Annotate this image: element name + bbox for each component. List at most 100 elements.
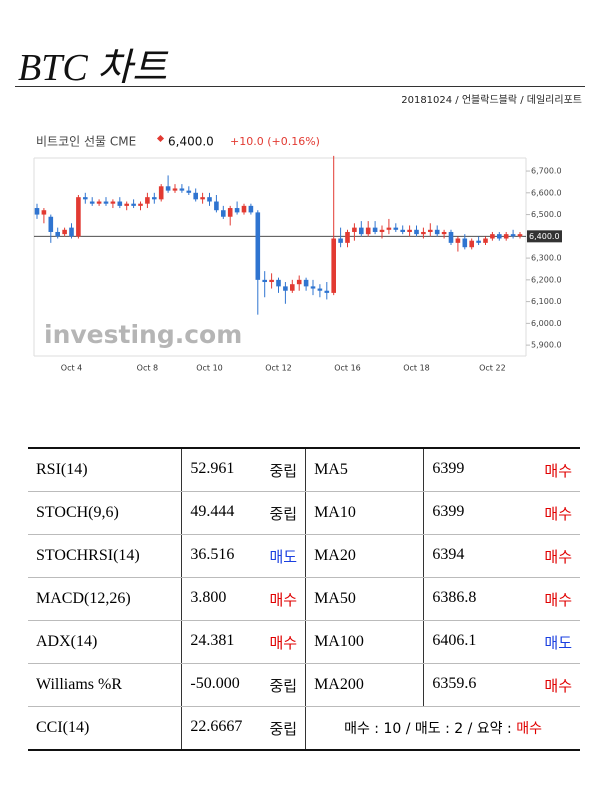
candle-body bbox=[152, 197, 157, 200]
title-rule bbox=[15, 86, 585, 87]
summary: 매수 : 10 / 매도 : 2 / 요약 : 매수 bbox=[305, 706, 580, 751]
signal: 중립 bbox=[269, 461, 298, 480]
indicator-name: ADX(14) bbox=[28, 620, 182, 664]
candle-body bbox=[124, 203, 129, 206]
candle-body bbox=[441, 231, 447, 235]
ma-name: MA100 bbox=[305, 620, 424, 664]
chart-title: 비트코인 선물 CME bbox=[36, 135, 136, 149]
value: 52.961 bbox=[190, 459, 235, 477]
ma-name: MA20 bbox=[305, 534, 424, 578]
candle-body bbox=[331, 238, 336, 293]
indicator-table: RSI(14) 중립 52.961 MA5 매수 6399 STOCH(9,6) 중립 49.4… bbox=[28, 447, 580, 751]
candle-body bbox=[158, 186, 164, 200]
value: 6386.8 bbox=[432, 588, 477, 606]
signal: 매도 bbox=[544, 633, 572, 652]
indicator-name: RSI(14) bbox=[28, 447, 182, 492]
candle-body bbox=[55, 231, 60, 237]
signal: 매수 bbox=[544, 676, 572, 695]
candle-body bbox=[283, 286, 288, 291]
ma-name: MA10 bbox=[305, 491, 424, 535]
candle-body bbox=[221, 210, 226, 217]
value: -50.000 bbox=[190, 674, 240, 692]
value: 6406.1 bbox=[432, 631, 477, 649]
candle-body bbox=[303, 279, 309, 287]
candle-body bbox=[345, 231, 350, 243]
candle-body bbox=[338, 238, 343, 243]
table-row: MACD(12,26) 매수 3.800 MA50 매수 6386.8 bbox=[28, 577, 580, 621]
candle-body bbox=[276, 279, 281, 287]
signal: 중립 bbox=[269, 676, 298, 695]
indicator-name: CCI(14) bbox=[28, 706, 182, 751]
candle-body bbox=[352, 227, 357, 232]
candle-body bbox=[372, 227, 378, 232]
candle-body bbox=[207, 197, 212, 202]
doc-title: BTC 차트 bbox=[18, 47, 168, 89]
ma-value: 매수 6399 bbox=[423, 447, 580, 492]
value: 6399 bbox=[432, 502, 465, 520]
candle-body bbox=[179, 188, 185, 191]
price: 6,400.0 bbox=[168, 135, 214, 149]
candle-body bbox=[200, 197, 205, 200]
x-tick-label: Oct 8 bbox=[137, 364, 158, 373]
signal: 매수 bbox=[544, 590, 572, 609]
candle-body bbox=[131, 203, 136, 206]
candle-body bbox=[172, 188, 178, 191]
candle-body bbox=[138, 203, 143, 206]
candle-body bbox=[241, 205, 247, 213]
indicator-name: Williams %R bbox=[28, 663, 182, 707]
value: 36.516 bbox=[190, 545, 235, 563]
signal: 매수 bbox=[269, 633, 298, 652]
y-tick-label: 6,200.0 bbox=[531, 275, 562, 284]
indicator-value: 중립 49.444 bbox=[181, 491, 306, 535]
candle-body bbox=[490, 234, 495, 239]
candle-body bbox=[407, 229, 412, 232]
candle-body bbox=[290, 284, 295, 291]
indicator-value: 매수 24.381 bbox=[181, 620, 306, 664]
candle-body bbox=[296, 279, 302, 285]
candle-body bbox=[469, 240, 474, 248]
candle-body bbox=[48, 216, 54, 232]
candle-body bbox=[69, 227, 74, 237]
signal: 매수 bbox=[269, 590, 298, 609]
candle-body bbox=[227, 208, 233, 217]
signal: 중립 bbox=[269, 719, 298, 738]
candle-body bbox=[414, 229, 419, 235]
watermark: investing.com bbox=[44, 320, 242, 349]
indicator-value: 중립 -50.000 bbox=[181, 663, 306, 707]
candle-body bbox=[117, 201, 123, 206]
indicator-name: MACD(12,26) bbox=[28, 577, 182, 621]
candle-body bbox=[386, 227, 392, 230]
value: 6399 bbox=[432, 459, 465, 477]
x-tick-label: Oct 4 bbox=[61, 364, 82, 373]
candle-body bbox=[476, 240, 481, 243]
candle-body bbox=[83, 197, 88, 200]
candle-body bbox=[462, 238, 468, 248]
candle-body bbox=[186, 190, 192, 193]
summary-result: 매수 bbox=[516, 721, 542, 737]
reference-label: 6,400.0 bbox=[529, 232, 560, 241]
candle-body bbox=[379, 229, 385, 232]
candle-body bbox=[214, 201, 219, 211]
candle-body bbox=[510, 234, 516, 237]
y-tick-label: 6,300.0 bbox=[531, 254, 562, 263]
candle-body bbox=[421, 231, 426, 235]
price-change: +10.0 (+0.16%) bbox=[230, 135, 320, 148]
value: 6394 bbox=[432, 545, 465, 563]
candle-body bbox=[110, 201, 116, 204]
candle-body bbox=[393, 227, 399, 230]
ma-value: 매수 6399 bbox=[423, 491, 580, 535]
candle-body bbox=[400, 229, 405, 232]
candle-body bbox=[448, 231, 454, 243]
candle-body bbox=[317, 288, 323, 291]
candle-body bbox=[310, 286, 316, 289]
candle-body bbox=[434, 229, 440, 235]
y-tick-label: 5,900.0 bbox=[531, 341, 562, 350]
candle-body bbox=[96, 201, 102, 204]
candle-body bbox=[324, 290, 330, 293]
candle-body bbox=[428, 229, 433, 232]
ma-value: 매수 6386.8 bbox=[423, 577, 580, 621]
signal: 매도 bbox=[269, 547, 298, 566]
candle-body bbox=[255, 212, 261, 280]
indicator-value: 매도 36.516 bbox=[181, 534, 306, 578]
